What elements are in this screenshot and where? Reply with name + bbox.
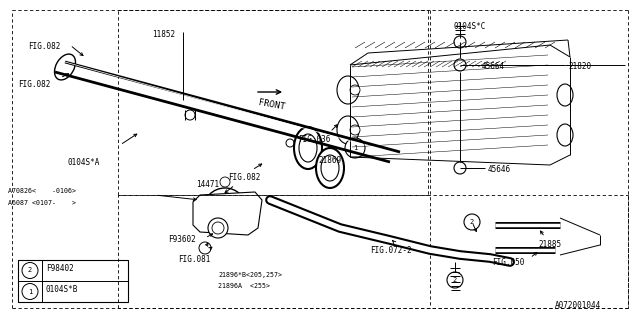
Text: A70826<    -0106>: A70826< -0106>: [8, 188, 76, 194]
Text: FIG.082: FIG.082: [28, 42, 60, 51]
Ellipse shape: [294, 127, 322, 169]
Text: 11852: 11852: [152, 30, 175, 39]
Text: FRONT: FRONT: [258, 98, 286, 112]
Circle shape: [185, 110, 195, 120]
Ellipse shape: [557, 124, 573, 146]
Circle shape: [212, 222, 224, 234]
Bar: [18, 260, 128, 302]
Text: 0104S*B: 0104S*B: [46, 285, 78, 294]
Circle shape: [345, 138, 365, 158]
Text: FIG.050: FIG.050: [492, 258, 524, 267]
Text: F93602: F93602: [168, 235, 196, 244]
Text: 14471: 14471: [196, 180, 219, 189]
Text: FIG.082: FIG.082: [18, 80, 51, 89]
Text: 21869: 21869: [318, 156, 341, 165]
Circle shape: [454, 162, 466, 174]
Circle shape: [350, 85, 360, 95]
Circle shape: [447, 272, 463, 288]
Text: 1: 1: [28, 289, 32, 294]
Text: 21896A  <255>: 21896A <255>: [218, 283, 270, 289]
Circle shape: [454, 59, 466, 71]
Ellipse shape: [299, 134, 317, 162]
Circle shape: [208, 218, 228, 238]
Circle shape: [22, 262, 38, 278]
Text: 45646: 45646: [488, 165, 511, 174]
Text: FIG.082: FIG.082: [228, 173, 260, 182]
Circle shape: [220, 177, 230, 187]
Circle shape: [196, 219, 205, 229]
Ellipse shape: [337, 116, 359, 144]
Circle shape: [199, 242, 211, 254]
Ellipse shape: [321, 155, 339, 181]
Circle shape: [244, 219, 254, 229]
Text: 2: 2: [453, 277, 457, 283]
Text: 2: 2: [470, 219, 474, 225]
Circle shape: [286, 139, 294, 147]
Circle shape: [211, 196, 239, 224]
Ellipse shape: [54, 54, 76, 80]
Text: 0104S*A: 0104S*A: [68, 158, 100, 167]
Circle shape: [464, 214, 480, 230]
Polygon shape: [193, 192, 262, 235]
Ellipse shape: [557, 84, 573, 106]
Text: 21820: 21820: [568, 62, 591, 71]
Text: 21885: 21885: [538, 240, 561, 249]
Text: FIG.036: FIG.036: [298, 135, 330, 144]
Circle shape: [350, 125, 360, 135]
Ellipse shape: [337, 76, 359, 104]
Text: FIG.072-2: FIG.072-2: [370, 246, 412, 255]
Text: A072001044: A072001044: [555, 301, 601, 310]
Text: 45664: 45664: [482, 62, 505, 71]
Ellipse shape: [316, 148, 344, 188]
Circle shape: [22, 284, 38, 300]
Text: A6087 <0107-    >: A6087 <0107- >: [8, 200, 76, 206]
Circle shape: [203, 188, 247, 232]
Text: 0104S*C: 0104S*C: [454, 22, 486, 31]
Text: FIG.081: FIG.081: [178, 255, 211, 264]
Text: 2: 2: [28, 268, 32, 274]
Text: F98402: F98402: [46, 264, 74, 273]
Text: 1: 1: [353, 145, 357, 151]
Circle shape: [454, 36, 466, 48]
Text: 21896*B<205,257>: 21896*B<205,257>: [218, 272, 282, 278]
